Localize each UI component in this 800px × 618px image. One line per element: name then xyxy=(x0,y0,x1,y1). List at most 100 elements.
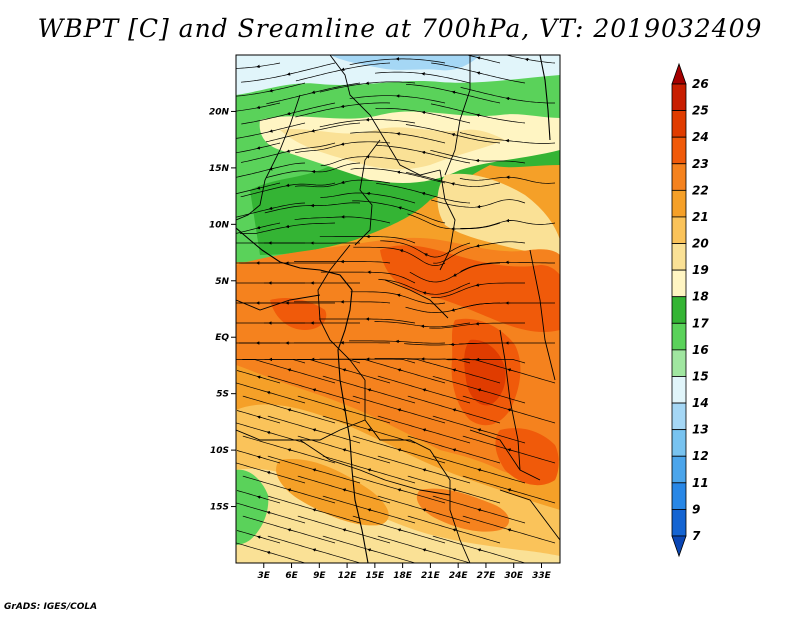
streamline-arrow xyxy=(476,71,482,75)
streamline-arrow xyxy=(422,428,428,432)
border-line xyxy=(384,479,451,496)
border-line xyxy=(499,329,521,471)
wbpt-region-blue-top xyxy=(330,55,480,71)
wbpt-region-south-orange-1 xyxy=(276,459,389,526)
streamline-arrow xyxy=(451,308,456,312)
colorbar-label: 16 xyxy=(692,343,709,357)
colorbar-label: 21 xyxy=(692,210,709,224)
streamline-arrow xyxy=(507,448,513,452)
colorbar-box xyxy=(671,269,687,298)
lon-tick-label: 6E xyxy=(285,571,298,581)
streamline-arrow xyxy=(396,293,402,297)
colorbar-label: 9 xyxy=(692,502,700,516)
streamline-arrow xyxy=(507,368,513,372)
streamline-arrow xyxy=(397,488,403,492)
country-borders xyxy=(236,55,560,563)
streamline-arrow xyxy=(477,428,483,432)
streamline-arrow xyxy=(367,388,373,392)
wbpt-region-hot-4 xyxy=(495,428,559,486)
colorbar-box xyxy=(671,349,687,377)
colorbar-label: 7 xyxy=(692,529,701,543)
streamline-arrow xyxy=(312,468,318,472)
streamline-arrow xyxy=(286,72,292,76)
streamline-arrow xyxy=(397,368,403,372)
streamline-arrow xyxy=(256,495,262,499)
lon-axis: 3E 6E 9E 12E 15E 18E 21E 24E 27E 30E 33E xyxy=(258,563,552,581)
streamline-arrow xyxy=(256,146,262,150)
colorbar-box xyxy=(671,455,687,484)
colorbar-label: 11 xyxy=(692,476,709,490)
lon-tick-label: 12E xyxy=(338,571,358,581)
streamline-arrow xyxy=(450,182,456,186)
streamline-arrow xyxy=(476,113,481,117)
colorbar-box xyxy=(671,402,687,431)
border-line xyxy=(317,244,366,381)
coast-line xyxy=(337,289,369,563)
streamlines xyxy=(236,55,556,563)
border-line xyxy=(354,139,381,246)
colorbar-box xyxy=(671,216,687,244)
streamline-arrow xyxy=(452,408,458,412)
streamline-arrow xyxy=(340,142,346,146)
colorbar-label: 12 xyxy=(692,449,709,463)
streamline-arrow xyxy=(505,96,511,101)
streamline-arrow xyxy=(367,548,373,552)
streamline-arrow xyxy=(266,471,272,475)
border-line xyxy=(236,429,300,441)
colorbar-box xyxy=(671,163,687,191)
colorbar-label: 25 xyxy=(692,104,709,118)
border-line xyxy=(236,294,321,311)
streamline-arrow xyxy=(311,129,316,133)
streamline-arrow xyxy=(311,90,317,94)
lon-tick-label: 18E xyxy=(393,571,413,581)
wbpt-region-hot-1 xyxy=(380,245,560,333)
wbpt-region-northeast-yellow xyxy=(437,173,560,255)
streamline-arrow xyxy=(507,488,513,492)
streamline-arrow xyxy=(286,111,292,116)
wbpt-region-north-yellow xyxy=(280,127,505,170)
border-line xyxy=(329,55,441,176)
colorbar-label: 20 xyxy=(692,237,709,251)
streamline-arrow xyxy=(266,431,272,435)
lat-tick-label: EQ xyxy=(215,333,229,343)
streamline-arrow xyxy=(507,528,513,532)
streamline-arrow xyxy=(286,149,292,153)
lon-tick-label: 15E xyxy=(366,571,386,581)
colorbar-label: 17 xyxy=(692,316,709,330)
streamline-arrow xyxy=(256,535,262,539)
streamline-arrow xyxy=(342,488,348,492)
streamline-arrow xyxy=(452,273,458,277)
streamline-arrow xyxy=(342,368,348,372)
streamline-arrow xyxy=(399,249,405,253)
wbpt-region-hot-3 xyxy=(464,339,506,406)
streamline-arrow xyxy=(269,129,274,133)
streamline-arrow xyxy=(312,428,318,432)
wbpt-region-pale-top xyxy=(236,55,560,95)
streamline-arrow xyxy=(397,206,403,210)
wbpt-region-north-darkgreen xyxy=(250,137,560,255)
colorbar-label: 15 xyxy=(692,369,709,383)
streamline-arrow xyxy=(422,388,428,392)
border-line xyxy=(469,429,541,481)
colorbar-box xyxy=(671,296,687,324)
border-line xyxy=(364,380,451,481)
streamline-arrow xyxy=(423,253,429,257)
lon-tick-label: 27E xyxy=(477,571,497,581)
streamline-arrow xyxy=(397,408,403,412)
streamline-arrow xyxy=(475,244,481,248)
streamline-arrow xyxy=(452,448,458,452)
border-line xyxy=(444,55,471,176)
coast-line xyxy=(236,227,353,291)
lon-tick-label: 21E xyxy=(421,571,441,581)
streamline-arrow xyxy=(397,528,403,532)
streamline-arrow xyxy=(477,468,483,472)
streamline-arrow xyxy=(477,548,483,552)
streamline-arrow xyxy=(475,283,481,287)
lat-tick-label: 5S xyxy=(216,390,229,400)
streamline-arrow xyxy=(476,56,482,60)
colorbar-label: 23 xyxy=(692,157,709,171)
streamline-arrow xyxy=(421,191,427,196)
colorbar-box xyxy=(671,110,687,138)
